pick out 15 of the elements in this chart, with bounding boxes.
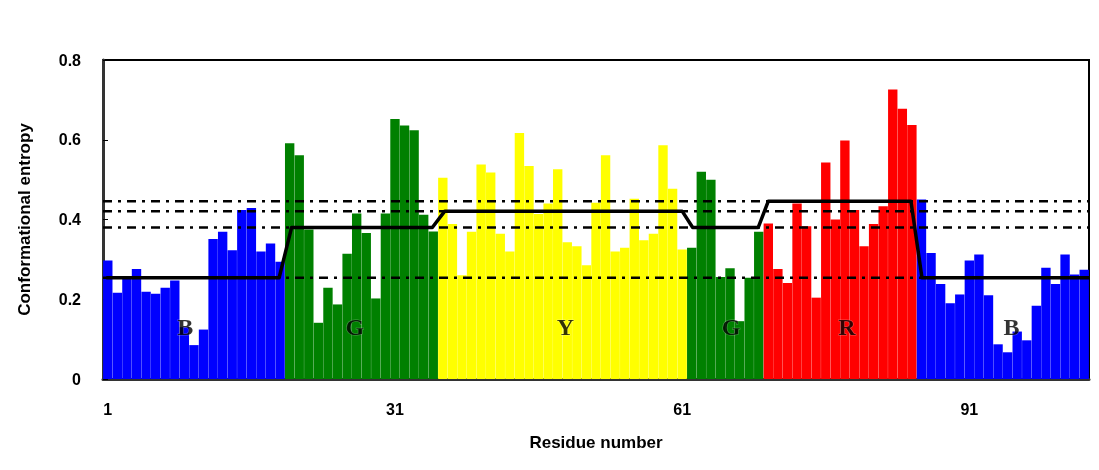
y-tick-label: 0: [72, 370, 82, 388]
annotation: B: [1003, 314, 1020, 341]
annotation: Y: [556, 314, 575, 341]
x-tick-label: 1: [103, 400, 113, 418]
y-tick-label: 0.6: [58, 131, 82, 149]
x-tick-label: 61: [673, 400, 692, 418]
y-tick-label: 0.8: [58, 51, 82, 69]
y-axis-title: Conformational entropy: [15, 122, 34, 316]
annotation: R: [838, 314, 857, 341]
x-axis-title: Residue number: [529, 433, 663, 452]
annotation: B: [177, 314, 194, 341]
x-tick-label: 31: [386, 400, 404, 418]
x-tick-label: 91: [960, 400, 979, 418]
y-tick-label: 0.2: [58, 290, 82, 308]
y-tick-label: 0.4: [58, 211, 82, 228]
